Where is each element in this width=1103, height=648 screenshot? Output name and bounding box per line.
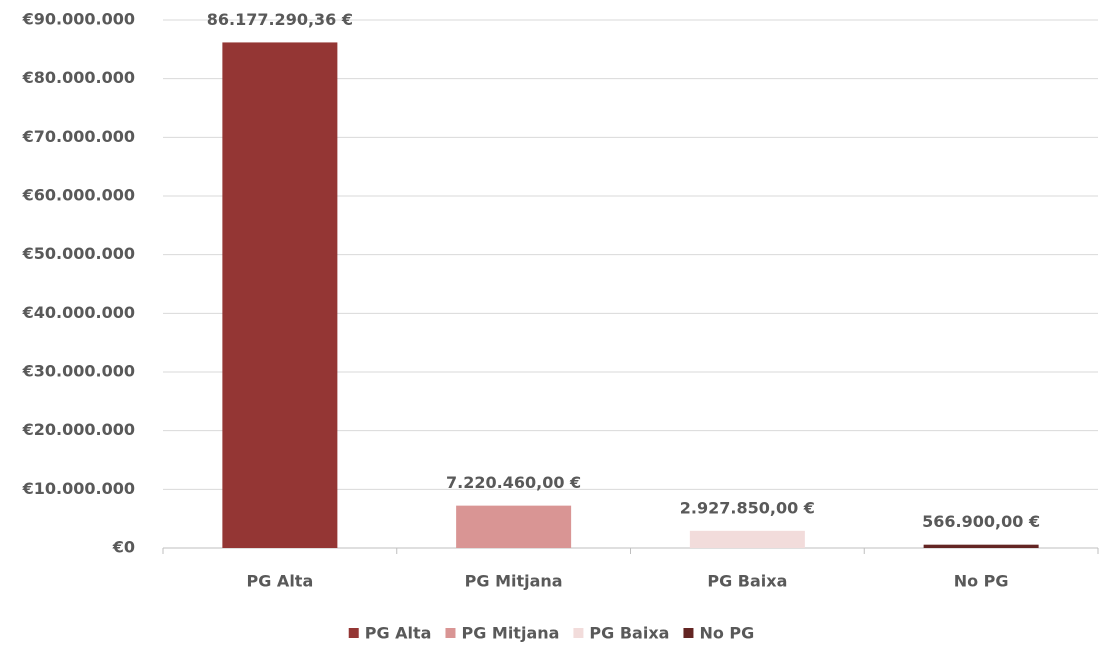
data-label: 7.220.460,00 € bbox=[446, 473, 581, 492]
bar bbox=[923, 544, 1039, 548]
y-tick-label: €50.000.000 bbox=[22, 244, 135, 263]
y-tick-label: €60.000.000 bbox=[22, 186, 135, 205]
x-tick-label: PG Baixa bbox=[707, 572, 787, 591]
y-tick-label: €70.000.000 bbox=[22, 127, 135, 146]
legend-swatch bbox=[573, 628, 584, 638]
data-label: 566.900,00 € bbox=[922, 512, 1040, 531]
y-tick-label: €40.000.000 bbox=[22, 303, 135, 322]
y-tick-label: €10.000.000 bbox=[22, 479, 135, 498]
y-tick-label: €80.000.000 bbox=[22, 68, 135, 87]
y-tick-label: €0 bbox=[112, 538, 135, 557]
legend-label: No PG bbox=[699, 624, 754, 643]
bar bbox=[222, 42, 338, 548]
x-tick-label: No PG bbox=[954, 572, 1009, 591]
legend-swatch bbox=[445, 628, 456, 638]
bar bbox=[456, 505, 572, 548]
legend-swatch bbox=[683, 628, 694, 638]
legend-label: PG Baixa bbox=[589, 624, 669, 643]
legend-label: PG Mitjana bbox=[461, 624, 559, 643]
x-tick-label: PG Alta bbox=[247, 572, 314, 591]
y-tick-label: €20.000.000 bbox=[22, 420, 135, 439]
y-tick-label: €30.000.000 bbox=[22, 362, 135, 381]
bar bbox=[689, 530, 805, 548]
data-label: 2.927.850,00 € bbox=[680, 498, 815, 517]
x-tick-label: PG Mitjana bbox=[465, 572, 563, 591]
data-label: 86.177.290,36 € bbox=[207, 10, 353, 29]
legend-label: PG Alta bbox=[365, 624, 432, 643]
y-tick-label: €90.000.000 bbox=[22, 10, 135, 29]
legend-swatch bbox=[348, 628, 359, 638]
